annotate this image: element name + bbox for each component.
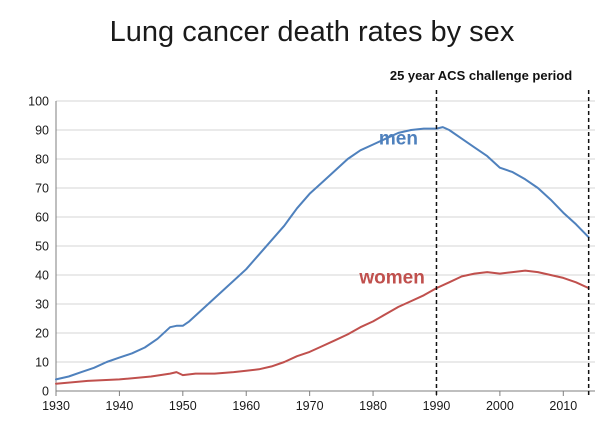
y-tick-label: 0: [42, 385, 49, 399]
x-tick-label: 1930: [42, 399, 70, 413]
x-tick-label: 1970: [296, 399, 324, 413]
y-tick-label: 80: [35, 153, 49, 167]
x-tick-label: 1980: [359, 399, 387, 413]
y-tick-label: 100: [28, 95, 49, 109]
chart-series: men women: [55, 126, 590, 385]
chart-title: Lung cancer death rates by sex: [110, 16, 515, 48]
y-tick-label: 30: [35, 298, 49, 312]
x-tick-label: 2000: [486, 399, 514, 413]
y-tick-label: 70: [35, 182, 49, 196]
y-tick-label: 90: [35, 124, 49, 138]
series-line-women: [55, 269, 590, 385]
series-label-women: women: [358, 268, 424, 289]
y-tick-label: 10: [35, 356, 49, 370]
x-tick-label: 1990: [423, 399, 451, 413]
chart-axes: 0 10 20 30 40 50 60 70 80 90 100 1930 1940 1950 1960 19…: [28, 95, 595, 413]
chart-grid: [56, 100, 595, 363]
x-tick-label: 1950: [169, 399, 197, 413]
chart-annotations: 25 year ACS challenge period: [390, 68, 590, 395]
y-tick-label: 40: [35, 269, 49, 283]
challenge-period-label: 25 year ACS challenge period: [390, 68, 572, 83]
series-line-men: [55, 126, 590, 381]
y-tick-label: 60: [35, 211, 49, 225]
y-tick-label: 50: [35, 240, 49, 254]
series-label-men: men: [379, 129, 418, 150]
x-tick-label: 2010: [549, 399, 577, 413]
x-tick-label: 1940: [106, 399, 134, 413]
y-tick-label: 20: [35, 327, 49, 341]
x-tick-label: 1960: [232, 399, 260, 413]
